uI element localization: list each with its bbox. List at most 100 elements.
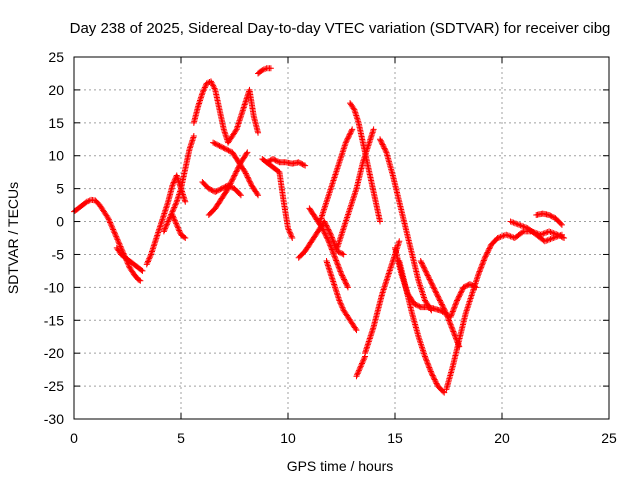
data-point bbox=[320, 227, 327, 234]
data-point bbox=[271, 156, 278, 163]
data-point bbox=[232, 169, 239, 176]
data-point bbox=[344, 135, 351, 142]
data-point bbox=[428, 280, 435, 287]
data-point bbox=[439, 302, 446, 309]
data-point bbox=[110, 227, 117, 234]
data-point bbox=[254, 190, 261, 197]
data-point bbox=[104, 213, 111, 220]
data-point bbox=[499, 233, 505, 240]
series-seg5 bbox=[169, 211, 189, 241]
data-point bbox=[329, 247, 336, 254]
data-point bbox=[427, 279, 434, 286]
data-point bbox=[540, 230, 547, 237]
data-point bbox=[163, 221, 170, 228]
data-point bbox=[425, 361, 432, 368]
data-point bbox=[243, 171, 250, 178]
data-point bbox=[346, 131, 353, 138]
data-point bbox=[144, 259, 151, 266]
data-point bbox=[326, 229, 333, 236]
data-point bbox=[333, 258, 340, 265]
data-point bbox=[554, 233, 561, 240]
data-point bbox=[231, 172, 238, 179]
data-point bbox=[434, 292, 441, 299]
y-tick-label: 15 bbox=[48, 115, 64, 131]
data-point bbox=[348, 127, 355, 134]
series-seg10 bbox=[210, 139, 262, 199]
data-point bbox=[450, 328, 457, 335]
data-point bbox=[485, 248, 492, 255]
data-point bbox=[233, 168, 240, 175]
data-point bbox=[207, 186, 214, 193]
data-point bbox=[113, 233, 120, 240]
data-point bbox=[344, 283, 351, 290]
data-point bbox=[423, 357, 430, 364]
data-point bbox=[340, 275, 347, 282]
x-tick-label: 15 bbox=[387, 430, 403, 446]
data-point bbox=[319, 226, 326, 233]
data-point bbox=[446, 318, 453, 325]
data-point bbox=[328, 233, 335, 240]
data-point bbox=[339, 272, 346, 279]
data-point bbox=[546, 236, 553, 243]
data-point bbox=[484, 249, 491, 256]
data-point bbox=[344, 284, 351, 291]
data-point bbox=[173, 200, 180, 207]
data-point bbox=[436, 296, 443, 303]
data-point bbox=[173, 221, 180, 228]
data-point bbox=[165, 217, 172, 224]
data-point bbox=[432, 379, 439, 386]
data-point bbox=[173, 220, 180, 227]
data-point bbox=[356, 366, 363, 373]
data-point bbox=[357, 364, 364, 371]
data-point bbox=[558, 231, 565, 238]
data-point bbox=[425, 273, 432, 280]
data-point bbox=[429, 283, 436, 290]
data-point bbox=[201, 85, 208, 92]
data-point bbox=[302, 162, 309, 169]
data-point bbox=[475, 269, 482, 276]
data-point bbox=[377, 218, 384, 225]
data-point bbox=[347, 130, 354, 137]
data-point bbox=[361, 354, 368, 361]
data-point bbox=[510, 219, 517, 226]
series-seg4 bbox=[160, 132, 197, 235]
data-point bbox=[109, 225, 116, 232]
data-point bbox=[430, 373, 437, 380]
data-point bbox=[431, 286, 438, 293]
data-point bbox=[481, 256, 488, 263]
data-point bbox=[511, 220, 518, 227]
data-point bbox=[547, 228, 554, 235]
data-point bbox=[412, 301, 419, 308]
data-point bbox=[332, 254, 339, 261]
data-point bbox=[449, 309, 456, 316]
data-point bbox=[335, 248, 342, 255]
data-point bbox=[111, 229, 118, 236]
data-point bbox=[209, 81, 216, 88]
data-point bbox=[255, 129, 262, 136]
data-point bbox=[463, 283, 470, 290]
data-point bbox=[475, 271, 482, 278]
data-point bbox=[181, 234, 188, 241]
data-point bbox=[335, 262, 342, 269]
data-point bbox=[322, 221, 329, 228]
data-point bbox=[354, 371, 361, 378]
data-point bbox=[172, 219, 179, 226]
data-point bbox=[413, 302, 420, 309]
data-point bbox=[136, 277, 143, 284]
x-tick-label: 20 bbox=[494, 430, 510, 446]
data-point bbox=[170, 214, 177, 221]
data-point bbox=[507, 233, 514, 240]
data-point bbox=[473, 284, 480, 291]
data-point bbox=[456, 292, 463, 299]
data-point bbox=[451, 304, 458, 311]
data-point bbox=[115, 237, 122, 244]
data-point bbox=[553, 233, 560, 240]
data-point bbox=[295, 159, 302, 166]
data-point bbox=[213, 141, 220, 148]
data-point bbox=[275, 158, 282, 165]
data-point bbox=[111, 230, 118, 237]
data-point bbox=[427, 277, 434, 284]
data-point bbox=[460, 284, 467, 291]
data-point bbox=[208, 186, 215, 193]
data-point bbox=[423, 269, 430, 276]
